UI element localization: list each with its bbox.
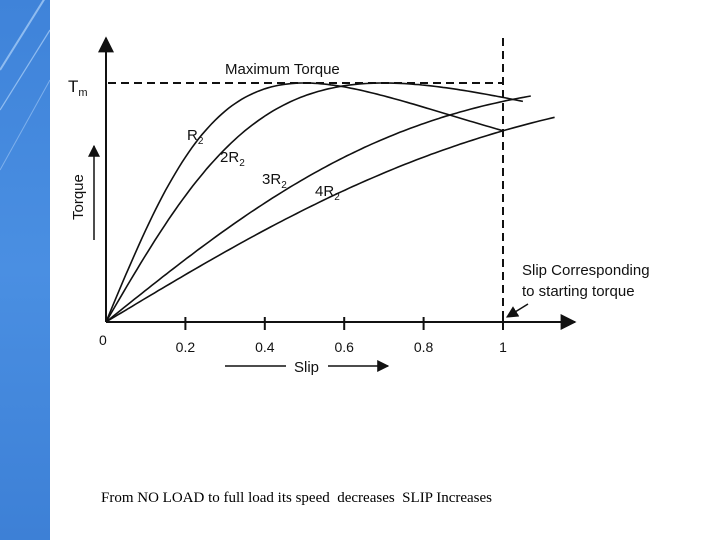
tm-label: Tm — [68, 77, 88, 99]
annotation-arrow — [505, 303, 529, 318]
y-axis-label: Torque — [70, 174, 87, 220]
slip-annotation-line1: Slip Corresponding — [522, 262, 650, 279]
torque-curve-2 — [105, 82, 524, 323]
slide-accent-band — [0, 0, 50, 540]
chart-labels: Maximum Torque Tm 0 Slip Torque Slip Cor… — [68, 61, 650, 376]
x-tick-label: 0.4 — [255, 339, 275, 355]
x-tick-label: 0.2 — [176, 339, 196, 355]
torque-slip-chart: Maximum Torque Tm 0 Slip Torque Slip Cor… — [68, 36, 650, 376]
x-tick-label: 1 — [499, 339, 507, 355]
series-label-4: 4R2 — [315, 183, 340, 203]
torque-curve-1 — [105, 82, 504, 323]
x-axis-label: Slip — [294, 359, 319, 376]
chart-curves — [105, 82, 555, 323]
torque-curve-4 — [105, 116, 555, 323]
torque-curve-3 — [105, 95, 531, 323]
series-label-2: 2R2 — [220, 149, 245, 169]
origin-label: 0 — [99, 332, 107, 348]
accent-stripes — [0, 0, 50, 171]
series-label-3: 3R2 — [262, 171, 287, 191]
torque-slip-figure: Maximum Torque Tm 0 Slip Torque Slip Cor… — [50, 0, 690, 400]
chart-axes — [88, 36, 577, 372]
max-torque-label: Maximum Torque — [225, 61, 340, 78]
x-tick-label: 0.6 — [334, 339, 354, 355]
x-tick-label: 0.8 — [414, 339, 434, 355]
slide-caption: From NO LOAD to full load its speed decr… — [101, 490, 493, 506]
series-label-1: R2 — [187, 127, 204, 147]
slip-annotation-line2: to starting torque — [522, 283, 635, 300]
